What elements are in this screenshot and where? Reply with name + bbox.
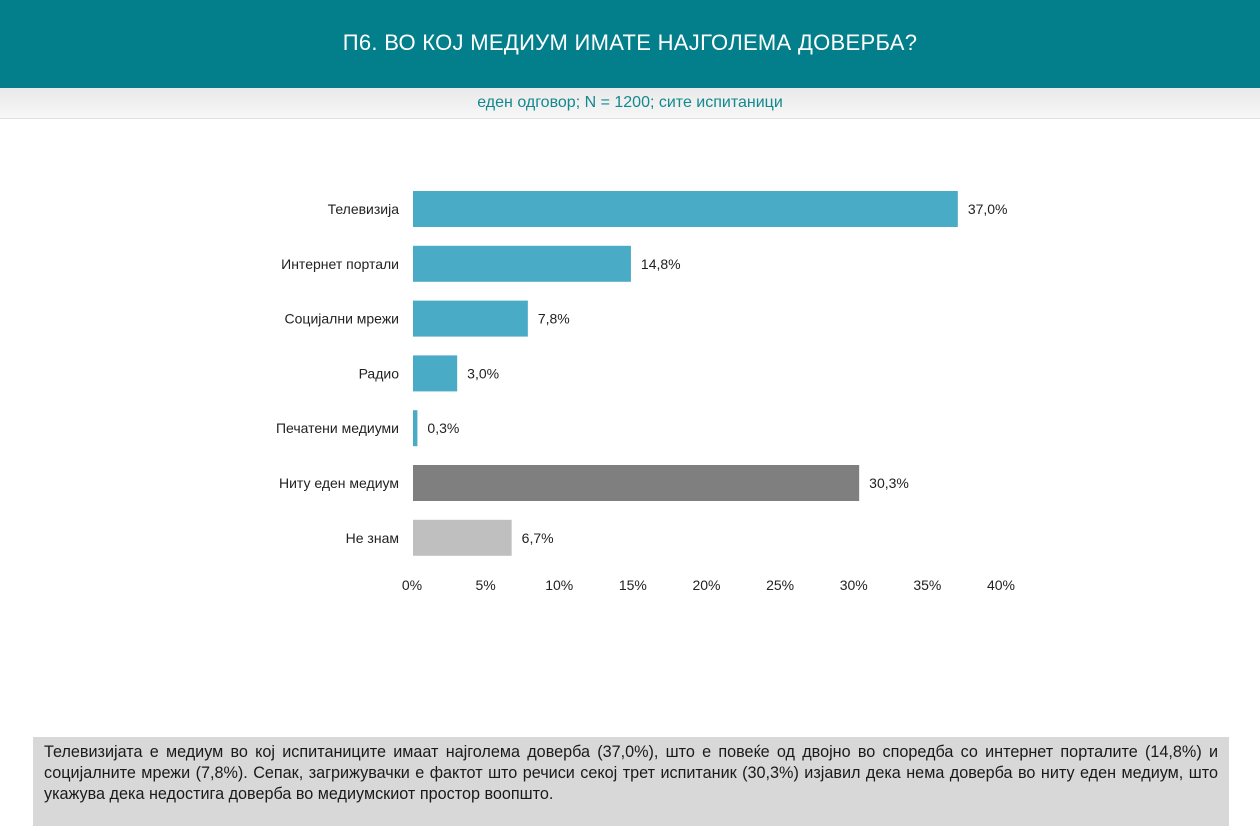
value-label: 3,0% xyxy=(467,365,499,381)
value-label: 14,8% xyxy=(641,256,681,272)
value-label: 6,7% xyxy=(522,530,554,546)
x-tick-label: 15% xyxy=(619,577,647,593)
summary-text: Телевизијата е медиум во кој испитаницит… xyxy=(44,743,1218,803)
summary-box: Телевизијата е медиум во кој испитаницит… xyxy=(33,737,1229,826)
bar-социјални-мрежи xyxy=(413,300,528,337)
value-label: 7,8% xyxy=(538,311,570,327)
bar-ниту-еден-медиум xyxy=(413,465,860,501)
category-label: Не знам xyxy=(346,530,399,546)
value-label: 37,0% xyxy=(968,201,1008,217)
x-tick-label: 30% xyxy=(840,577,868,593)
category-label: Радио xyxy=(359,365,400,381)
category-label: Ниту еден медиум xyxy=(279,475,399,491)
bar-интернет-портали xyxy=(413,245,631,282)
x-tick-label: 20% xyxy=(692,577,720,593)
category-label: Печатени медиуми xyxy=(276,420,399,436)
x-tick-label: 0% xyxy=(402,577,422,593)
category-label: Телевизија xyxy=(328,201,400,217)
subheader-bar: еден одговор; N = 1200; сите испитаници xyxy=(0,88,1260,119)
bar-печатени-медиуми xyxy=(413,410,418,447)
x-tick-label: 10% xyxy=(545,577,573,593)
x-tick-label: 5% xyxy=(476,577,496,593)
bar-телевизија xyxy=(413,191,958,227)
bar-не-знам xyxy=(413,519,512,556)
x-tick-label: 40% xyxy=(987,577,1015,593)
value-label: 0,3% xyxy=(427,420,459,436)
bar-радио xyxy=(413,355,458,392)
header-bar: П6. ВО КОЈ МЕДИУМ ИМАТЕ НАЈГОЛЕМА ДОВЕРБ… xyxy=(0,0,1260,88)
category-label: Социјални мрежи xyxy=(285,311,399,327)
value-label: 30,3% xyxy=(869,475,909,491)
category-label: Интернет портали xyxy=(281,256,399,272)
page-subtitle: еден одговор; N = 1200; сите испитаници xyxy=(477,94,783,111)
x-tick-label: 25% xyxy=(766,577,794,593)
bar-chart: Телевизија 37,0% Интернет портали 14,8% Соци… xyxy=(276,191,1015,593)
x-tick-label: 35% xyxy=(913,577,941,593)
page-title: П6. ВО КОЈ МЕДИУМ ИМАТЕ НАЈГОЛЕМА ДОВЕРБ… xyxy=(342,30,918,55)
